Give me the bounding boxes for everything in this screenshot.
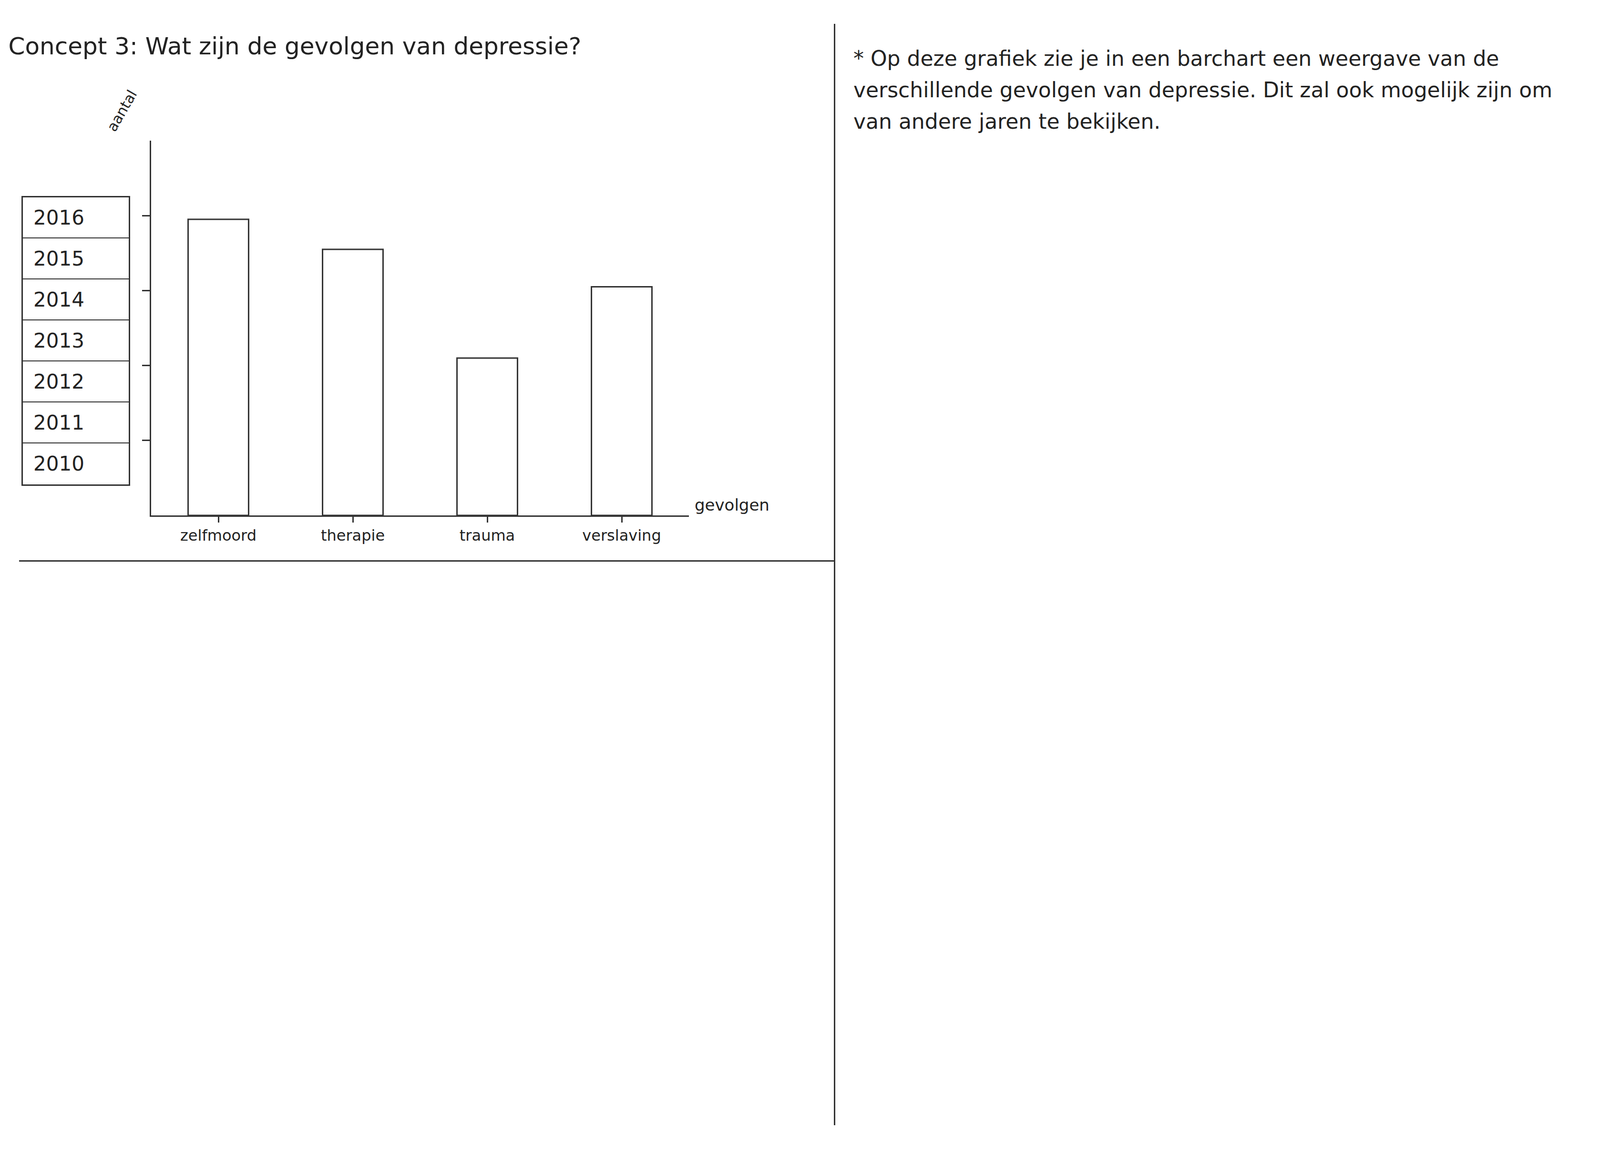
svg-text:Concept 3: Wat zijn de gevolge: Concept 3: Wat zijn de gevolgen van depr… [8, 32, 582, 61]
html-text:2013: 2013 [33, 328, 85, 353]
svg-text:therapie: therapie [320, 526, 385, 545]
svg-text:trauma: trauma [459, 526, 515, 545]
html-text:2015: 2015 [33, 246, 85, 271]
html-text:2010: 2010 [33, 451, 85, 476]
html-text:2012: 2012 [33, 369, 85, 394]
svg-text:zelfmoord: zelfmoord [180, 526, 257, 545]
html-text:2016: 2016 [33, 205, 85, 230]
svg-text:aantal: aantal [103, 87, 141, 135]
svg-text:verslaving: verslaving [582, 526, 661, 545]
svg-text:gevolgen: gevolgen [694, 495, 770, 515]
html-text:* Op deze grafiek zie je in ee: * Op deze grafiek zie je in een barchart… [853, 46, 1553, 134]
html-text:2014: 2014 [33, 287, 85, 312]
html-text:2011: 2011 [33, 410, 85, 435]
